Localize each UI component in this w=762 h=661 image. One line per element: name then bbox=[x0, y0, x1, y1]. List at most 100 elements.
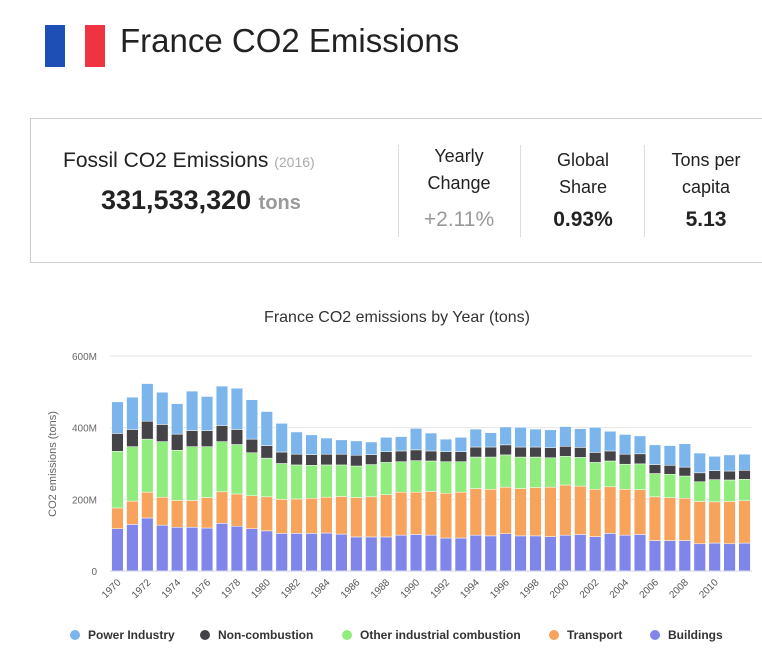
bar-segment bbox=[544, 486, 557, 537]
bar-segment bbox=[260, 496, 273, 532]
bar-segment bbox=[529, 446, 542, 458]
bar-segment bbox=[245, 495, 258, 529]
bar-segment bbox=[619, 534, 632, 572]
bar-segment bbox=[559, 484, 572, 536]
bar-segment bbox=[574, 485, 587, 535]
bar-segment bbox=[335, 453, 348, 466]
bar-segment bbox=[499, 426, 512, 446]
bar-segment bbox=[529, 487, 542, 537]
x-tick-label: 2000 bbox=[548, 577, 572, 601]
bar-segment bbox=[350, 536, 363, 572]
bar-segment bbox=[439, 461, 453, 494]
bar-segment bbox=[335, 496, 348, 535]
bar-segment bbox=[111, 451, 124, 509]
bar-segment bbox=[395, 491, 408, 536]
bar-segment bbox=[633, 453, 647, 465]
yearly-label: Yearly Change bbox=[427, 146, 491, 193]
bar-segment bbox=[589, 536, 602, 572]
bar-segment bbox=[395, 436, 408, 452]
bar-segment bbox=[619, 489, 632, 536]
bar-segment bbox=[529, 535, 542, 572]
fossil-value: 331,533,320 tons bbox=[101, 185, 301, 216]
fossil-year: (2016) bbox=[274, 154, 315, 170]
bar-segment bbox=[215, 523, 229, 572]
bar-segment bbox=[454, 451, 467, 462]
bar-segment bbox=[619, 434, 632, 455]
bar-segment bbox=[424, 460, 438, 492]
flag-white bbox=[65, 25, 85, 67]
bar-segment bbox=[559, 426, 572, 447]
bar-segment bbox=[395, 461, 408, 493]
divider bbox=[398, 145, 399, 237]
bar-segment bbox=[648, 473, 662, 498]
bar-segment bbox=[171, 403, 184, 435]
x-tick-label: 1970 bbox=[100, 577, 124, 601]
bar-segment bbox=[111, 401, 124, 434]
bar-segment bbox=[335, 533, 348, 572]
y-tick-label: 600M bbox=[72, 352, 97, 363]
bar-segment bbox=[186, 527, 199, 572]
bar-segment bbox=[290, 453, 303, 466]
bar-segment bbox=[156, 496, 169, 526]
x-tick-label: 1992 bbox=[429, 577, 453, 601]
x-tick-label: 1980 bbox=[249, 577, 273, 601]
chart: France CO2 emissions by Year (tons) CO2 … bbox=[47, 309, 752, 642]
share-value: 0.93% bbox=[553, 208, 613, 231]
bar-segment bbox=[439, 438, 453, 452]
bar-segment bbox=[215, 425, 229, 442]
bar-segment bbox=[395, 534, 408, 572]
capita-value: 5.13 bbox=[685, 208, 727, 231]
bar-segment bbox=[200, 396, 214, 431]
bar-segment bbox=[320, 496, 333, 534]
bar-segment bbox=[335, 464, 348, 497]
bar-segment bbox=[633, 534, 647, 572]
legend-label: Transport bbox=[567, 628, 622, 642]
bar-segment bbox=[693, 481, 706, 502]
bar-segment bbox=[424, 432, 438, 452]
bar-segment bbox=[365, 464, 378, 498]
bar-segment bbox=[290, 431, 303, 455]
bar-segment bbox=[589, 462, 602, 490]
bar-segment bbox=[111, 433, 124, 452]
bar-segment bbox=[245, 452, 258, 496]
bar-segment bbox=[424, 491, 438, 536]
legend-marker bbox=[70, 630, 80, 640]
legend-label: Other industrial combustion bbox=[360, 628, 521, 642]
bar-segment bbox=[469, 488, 482, 536]
page-title: France CO2 Emissions bbox=[120, 22, 460, 59]
bar-segment bbox=[350, 497, 363, 538]
legend-label: Non-combustion bbox=[218, 628, 313, 642]
bar-segment bbox=[439, 492, 453, 539]
bar-segment bbox=[723, 470, 736, 481]
bar-segment bbox=[454, 537, 467, 572]
bar-segment bbox=[260, 530, 273, 572]
bar-segment bbox=[245, 528, 258, 572]
bar-segment bbox=[663, 465, 676, 475]
bar-segment bbox=[380, 437, 393, 452]
bar-segment bbox=[305, 498, 318, 534]
y-tick-label: 0 bbox=[91, 567, 97, 578]
bar-segment bbox=[126, 500, 139, 525]
x-tick-label: 1974 bbox=[160, 577, 184, 601]
bar-segment bbox=[171, 449, 184, 501]
bar-segment bbox=[380, 536, 393, 572]
bar-segment bbox=[678, 540, 691, 572]
bar-segment bbox=[544, 457, 557, 488]
bar-segment bbox=[171, 500, 184, 528]
x-tick-label: 1986 bbox=[339, 577, 363, 601]
bar-segment bbox=[678, 443, 691, 468]
y-tick-label: 200M bbox=[72, 495, 97, 506]
bar-segment bbox=[350, 440, 363, 456]
yearly-value: +2.11% bbox=[423, 208, 495, 231]
bar-segment bbox=[663, 540, 676, 572]
bar-segment bbox=[320, 464, 333, 498]
fossil-unit: tons bbox=[258, 192, 301, 214]
bar-segment bbox=[200, 497, 214, 529]
bar-segment bbox=[230, 429, 243, 445]
bar-segment bbox=[320, 437, 333, 455]
bar-segment bbox=[663, 497, 676, 541]
legend-label: Buildings bbox=[668, 628, 723, 642]
bar-segment bbox=[619, 463, 632, 490]
bar-segment bbox=[156, 391, 169, 425]
bar-segment bbox=[469, 534, 482, 572]
